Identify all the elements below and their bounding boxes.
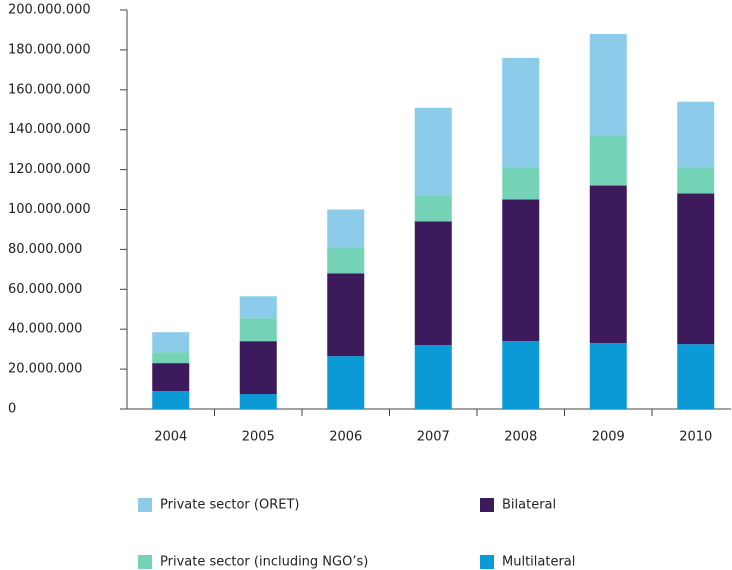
legend-label: Private sector (including NGO’s) [160, 555, 368, 570]
bar-segment [327, 356, 365, 409]
legend-swatch [480, 555, 494, 569]
x-tick-label: 2010 [679, 430, 712, 445]
bar-segment [414, 107, 452, 196]
y-tick-label: 20.000.000 [8, 362, 82, 377]
bar-segment [589, 185, 627, 344]
bar-segment [677, 193, 715, 345]
x-tick-label: 2006 [329, 430, 362, 445]
bar-segment [152, 352, 190, 364]
bar-segment [677, 167, 715, 194]
bar-segment [327, 273, 365, 357]
legend-swatch [138, 498, 152, 512]
bar-segment [502, 199, 540, 342]
bar-segment [152, 391, 190, 409]
legend-swatch [138, 555, 152, 569]
x-tick-label: 2009 [592, 430, 625, 445]
bar-segment [589, 343, 627, 409]
y-tick-label: 40.000.000 [8, 322, 82, 337]
x-tick-label: 2005 [242, 430, 275, 445]
bar-segment [239, 318, 277, 342]
y-tick-label: 160.000.000 [8, 82, 91, 97]
bar-segment [502, 57, 540, 168]
legend-label: Bilateral [502, 498, 556, 513]
legend-label: Multilateral [502, 555, 575, 570]
legend-swatch [480, 498, 494, 512]
bar-segment [327, 209, 365, 248]
y-tick-label: 0 [8, 402, 16, 417]
bar-segment [677, 101, 715, 168]
y-tick-label: 200.000.000 [8, 3, 91, 18]
x-tick-label: 2007 [417, 430, 450, 445]
bar-segment [152, 332, 190, 353]
bar-segment [589, 33, 627, 136]
x-tick-label: 2008 [504, 430, 537, 445]
bar-segment [502, 341, 540, 409]
bar-segment [327, 247, 365, 274]
bar-segment [414, 345, 452, 409]
bar-segment [589, 135, 627, 186]
bar-segment [677, 344, 715, 409]
bar-segment [239, 296, 277, 319]
x-tick-label: 2004 [154, 430, 187, 445]
bar-segment [414, 221, 452, 346]
y-tick-label: 100.000.000 [8, 202, 91, 217]
bar-segment [239, 341, 277, 395]
bar-segment [152, 363, 190, 392]
legend-label: Private sector (ORET) [160, 498, 299, 513]
y-tick-label: 120.000.000 [8, 162, 91, 177]
y-tick-label: 140.000.000 [8, 122, 91, 137]
y-tick-label: 180.000.000 [8, 42, 91, 57]
bar-segment [414, 195, 452, 222]
y-tick-label: 80.000.000 [8, 242, 82, 257]
bar-segment [239, 394, 277, 409]
bar-segment [502, 167, 540, 200]
y-tick-label: 60.000.000 [8, 282, 82, 297]
